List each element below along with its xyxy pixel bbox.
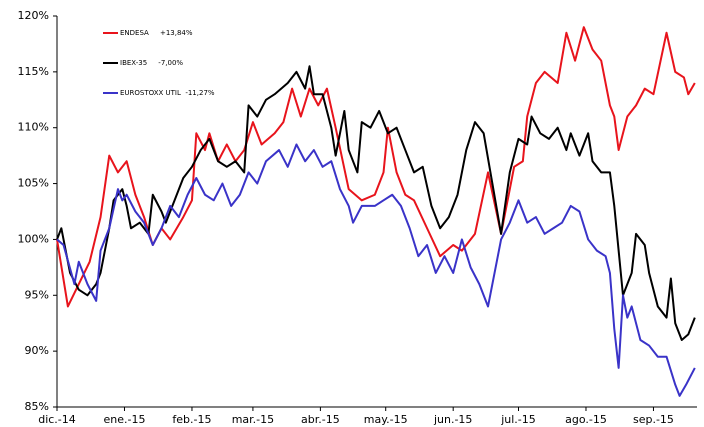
y-tick-label: 100% bbox=[18, 232, 49, 245]
x-tick-label: jun.-15 bbox=[433, 413, 472, 426]
x-tick-label: sep.-15 bbox=[633, 413, 674, 426]
x-tick-label: ene.-15 bbox=[103, 413, 145, 426]
series-line bbox=[56, 65, 696, 341]
y-tick-label: 120% bbox=[18, 9, 49, 22]
x-tick-label: abr.-15 bbox=[301, 413, 340, 426]
y-tick-label: 110% bbox=[18, 121, 49, 134]
legend-label: EUROSTOXX UTIL -11,27% bbox=[120, 89, 215, 97]
x-tick-label: jul.-15 bbox=[500, 413, 536, 426]
series-line bbox=[56, 26, 696, 308]
x-tick-label: feb.-15 bbox=[172, 413, 211, 426]
y-tick-label: 85% bbox=[25, 400, 49, 413]
legend-label: ENDESA +13,84% bbox=[120, 29, 193, 37]
x-tick-label: mar.-15 bbox=[232, 413, 274, 426]
x-tick-label: may.-15 bbox=[364, 413, 408, 426]
series-line bbox=[56, 143, 696, 397]
y-tick-label: 115% bbox=[18, 65, 49, 78]
y-tick-label: 95% bbox=[25, 288, 49, 301]
y-tick-label: 90% bbox=[25, 344, 49, 357]
x-tick-label: ago.-15 bbox=[565, 413, 607, 426]
y-tick-label: 105% bbox=[18, 177, 49, 190]
x-tick-label: dic.-14 bbox=[38, 413, 76, 426]
legend-label: IBEX-35 -7,00% bbox=[120, 59, 183, 67]
